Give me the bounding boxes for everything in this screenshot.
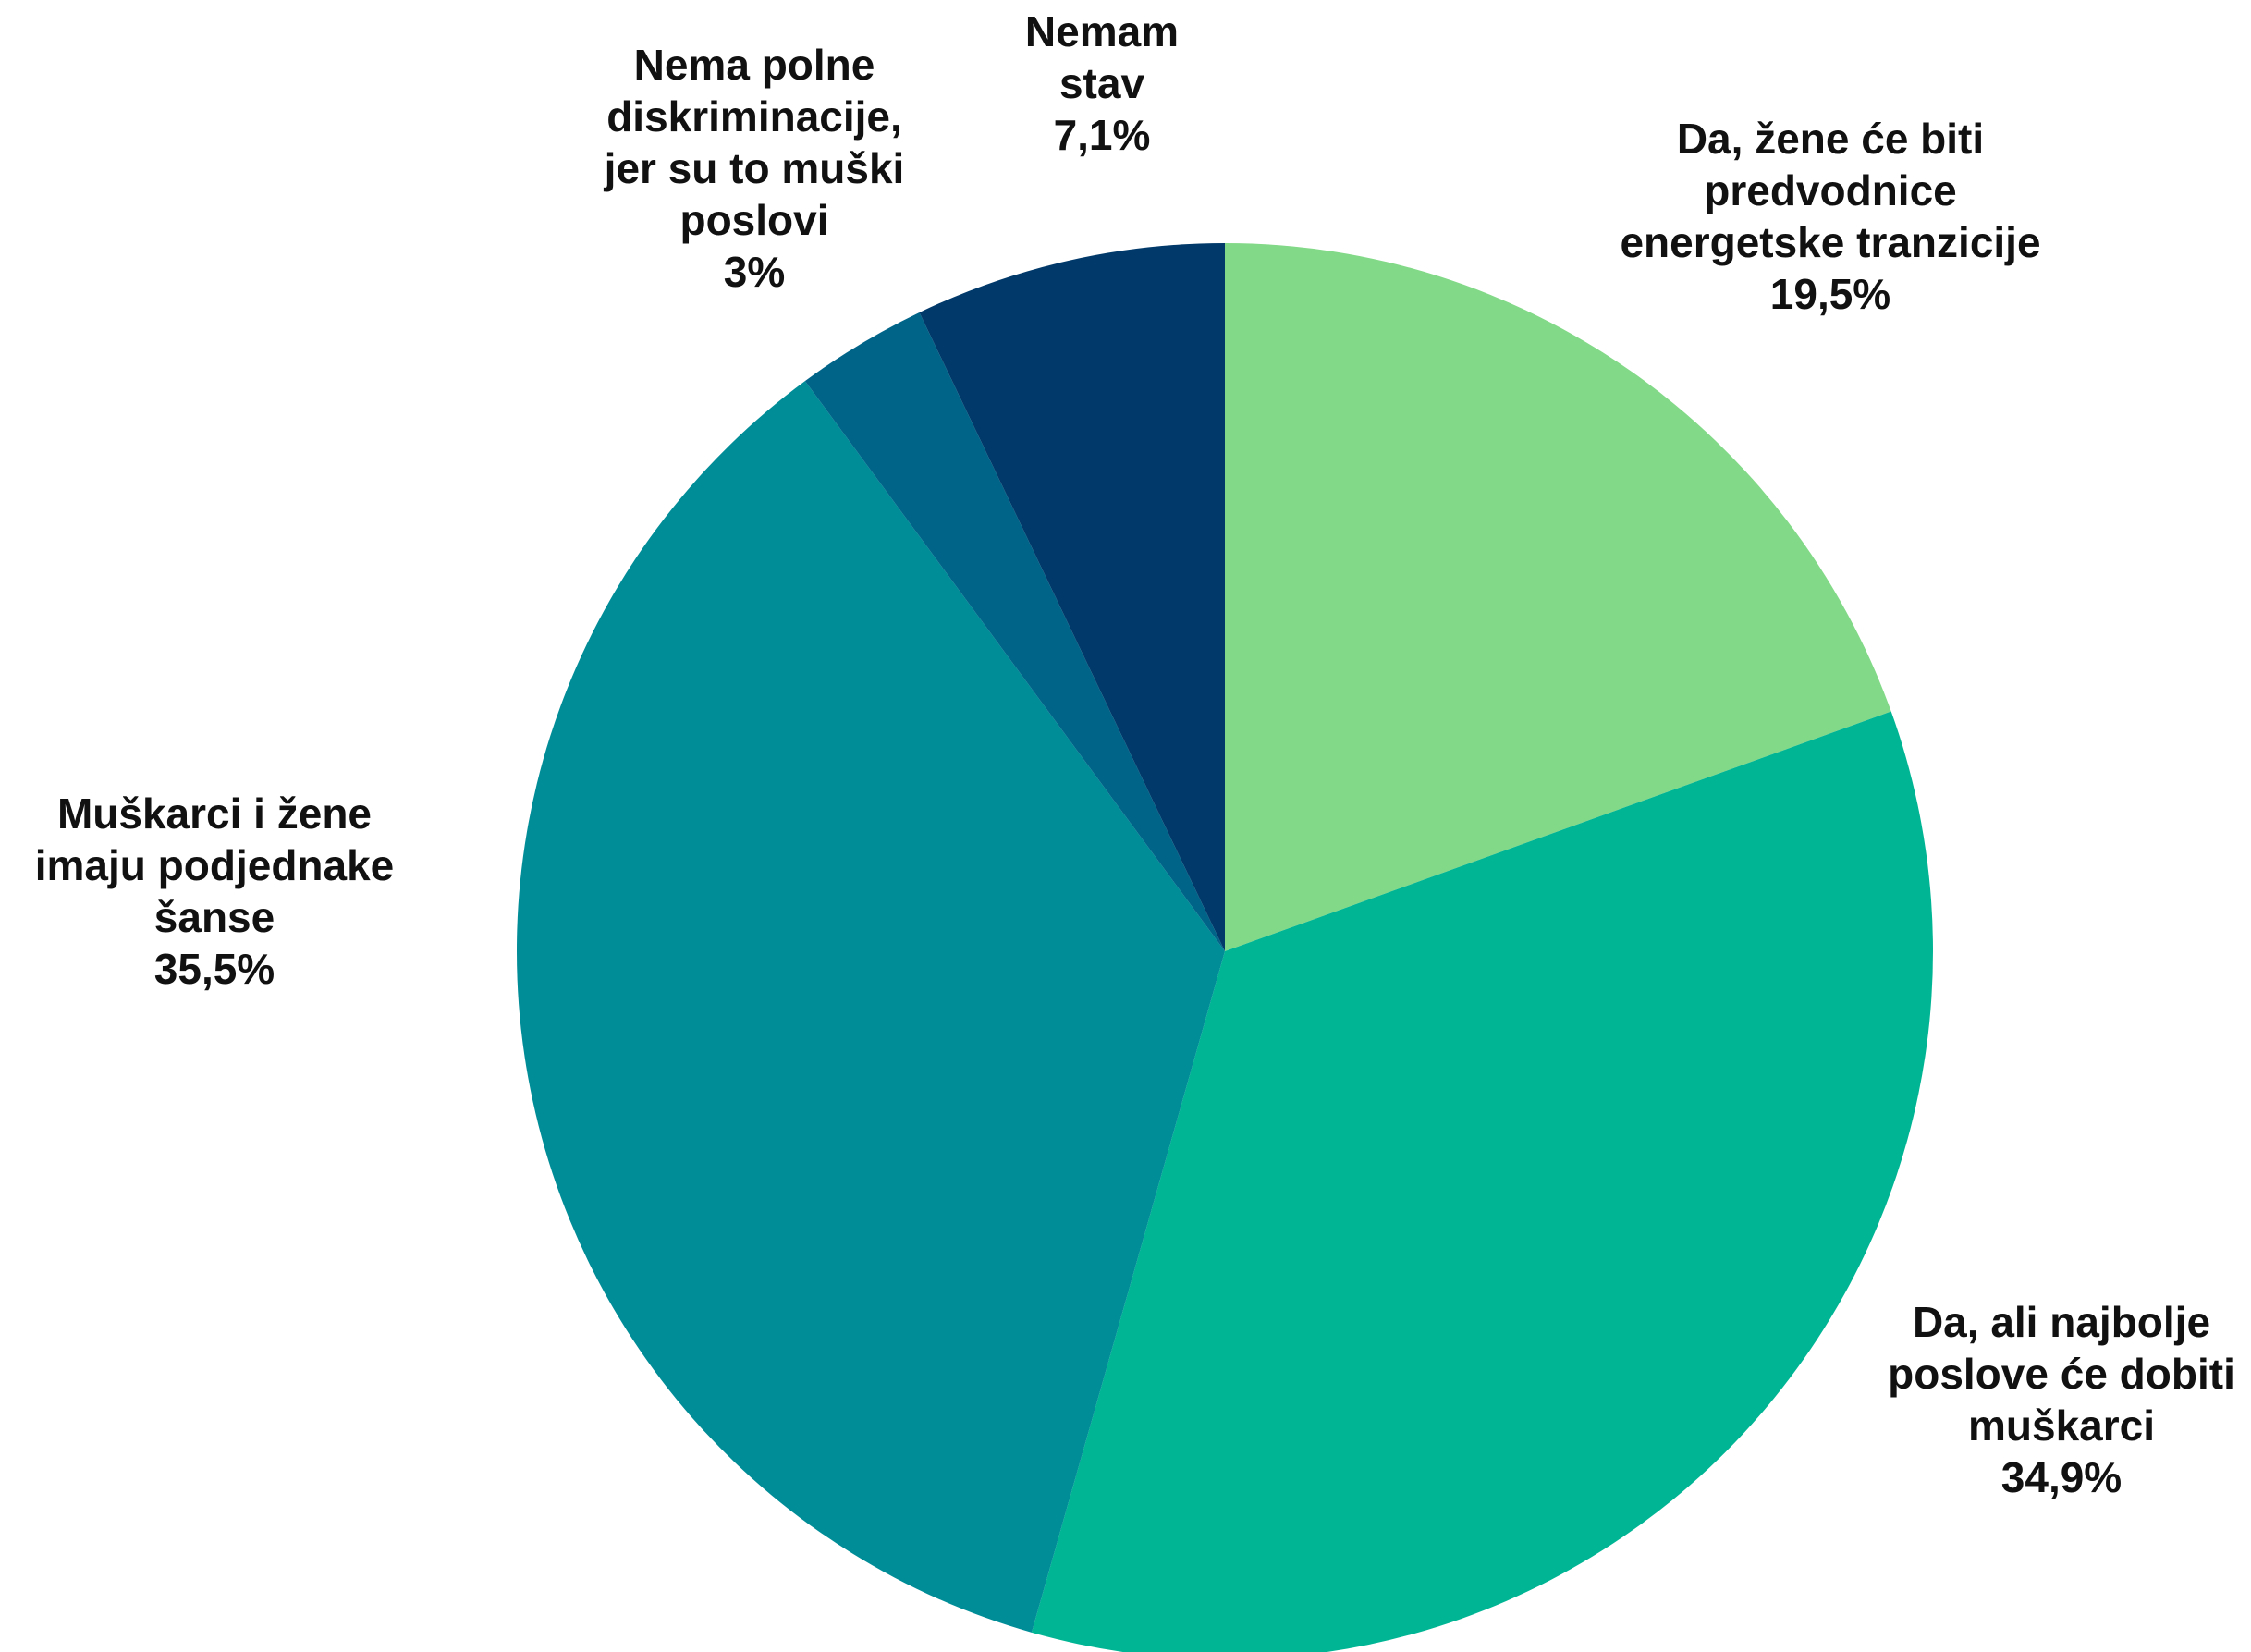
slice-label: Da, žene će biti predvodnice energetske tr…	[1620, 115, 2040, 318]
slice-value-label: 3%	[724, 248, 785, 296]
pie-slices	[516, 243, 1933, 1652]
slice-label-line: stav	[1059, 59, 1144, 107]
pie-slice	[919, 243, 1225, 951]
slice-label-line: predvodnice	[1704, 166, 1957, 214]
slice-label: Muškarci i žene imaju podjednake šanse 35,5…	[35, 789, 395, 993]
pie-slice	[1225, 243, 1891, 951]
pie-slice	[1031, 711, 1933, 1652]
slice-value-label: 7,1%	[1054, 111, 1151, 159]
slice-value-label: 19,5%	[1770, 270, 1890, 318]
slice-value-label: 35,5%	[154, 945, 275, 993]
slice-label-line: jer su to muški	[604, 144, 905, 192]
slice-label-line: Nemam	[1025, 7, 1179, 55]
slice-label: Da, ali najbolje poslove će dobiti muškarc…	[1888, 1298, 2235, 1501]
slice-label: Nemam stav 7,1%	[1025, 7, 1179, 159]
slice-label-line: šanse	[154, 893, 275, 941]
slice-label-line: diskriminacije,	[606, 92, 902, 141]
slice-label-line: energetske tranzicije	[1620, 218, 2040, 266]
slice-label-line: muškarci	[1968, 1401, 2155, 1450]
pie-slice	[516, 381, 1225, 1633]
slice-value-label: 34,9%	[2001, 1453, 2122, 1501]
slice-label-line: Muškarci i žene	[57, 789, 372, 838]
slice-label-line: poslove će dobiti	[1888, 1350, 2235, 1398]
slice-label-line: Da, ali najbolje	[1913, 1298, 2210, 1346]
slice-labels: Da, žene će biti predvodnice energetske tr…	[35, 7, 2235, 1501]
slice-label: Nema polne diskriminacije, jer su to muški…	[604, 41, 905, 296]
slice-label-line: Da, žene će biti	[1677, 115, 1984, 163]
slice-label-line: Nema polne	[634, 41, 875, 89]
slice-label-line: poslovi	[679, 196, 828, 244]
slice-label-line: imaju podjednake	[35, 841, 395, 889]
pie-slice	[804, 312, 1225, 952]
